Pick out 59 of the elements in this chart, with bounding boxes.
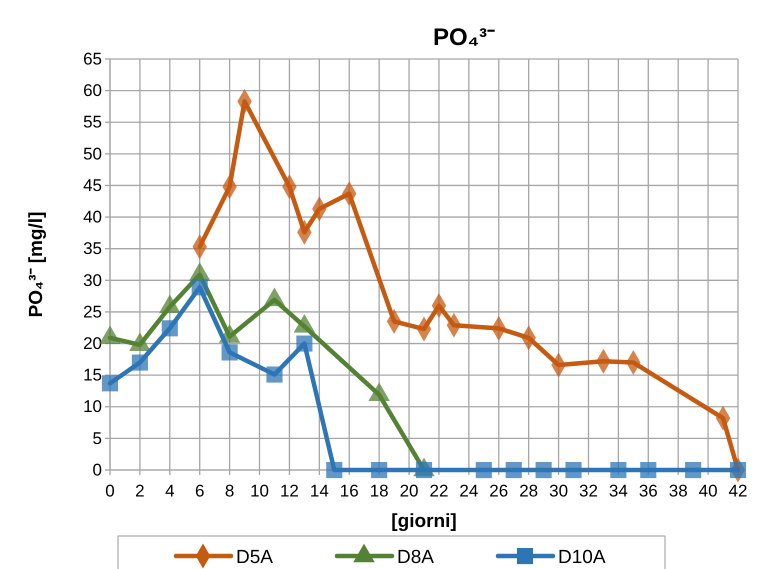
x-tick-label: 4 <box>165 482 175 501</box>
y-tick-label: 35 <box>83 239 102 258</box>
x-tick-label: 28 <box>519 482 538 501</box>
x-tick-label: 34 <box>608 482 628 501</box>
y-tick-label: 60 <box>83 81 102 100</box>
y-tick-label: 5 <box>92 428 102 448</box>
point <box>730 462 746 478</box>
point <box>685 462 702 478</box>
y-tick-label: 10 <box>83 397 102 416</box>
point <box>506 462 522 478</box>
x-tick-label: 2 <box>135 482 145 501</box>
point <box>192 279 208 296</box>
legend-label: D8A <box>397 547 434 568</box>
x-tick-label: 24 <box>459 482 478 501</box>
point <box>476 462 492 478</box>
legend-label: D5A <box>236 547 274 568</box>
x-tick-label: 8 <box>224 482 234 501</box>
point <box>610 462 626 478</box>
x-tick-label: 36 <box>638 482 658 501</box>
y-tick-label: 50 <box>83 144 102 164</box>
x-tick-label: 0 <box>105 482 115 501</box>
x-tick-label: 30 <box>549 482 568 501</box>
x-tick-label: 26 <box>489 482 508 501</box>
point <box>326 462 342 478</box>
legend-label: D10A <box>558 547 606 568</box>
point <box>266 366 283 383</box>
y-tick-label: 30 <box>83 270 102 290</box>
point <box>296 335 312 352</box>
y-tick-label: 25 <box>83 302 102 322</box>
point <box>222 344 238 360</box>
point <box>371 462 388 478</box>
x-tick-label: 42 <box>728 482 748 501</box>
point <box>536 462 552 478</box>
y-axis-title: PO₄³⁻ [mg/l] <box>26 212 47 318</box>
y-tick-label: 55 <box>83 112 102 132</box>
x-tick-label: 6 <box>194 482 204 501</box>
point <box>162 320 178 336</box>
x-tick-label: 10 <box>250 482 269 501</box>
y-tick-label: 0 <box>92 460 102 480</box>
chart-title: PO₄³⁻ <box>432 24 496 51</box>
y-tick-label: 15 <box>83 366 102 385</box>
point <box>102 375 118 392</box>
y-tick-label: 45 <box>83 176 102 195</box>
point <box>565 462 582 478</box>
x-tick-label: 14 <box>310 482 329 501</box>
x-tick-label: 16 <box>340 482 359 501</box>
x-tick-label: 18 <box>370 482 389 501</box>
x-tick-label: 40 <box>698 482 718 501</box>
x-tick-label: 12 <box>280 482 299 501</box>
x-tick-label: 38 <box>668 482 688 501</box>
point <box>132 354 148 371</box>
x-axis-title: [giorni] <box>391 511 457 532</box>
point <box>640 462 656 478</box>
y-tick-label: 65 <box>83 49 102 68</box>
x-tick-label: 22 <box>429 482 448 501</box>
y-tick-label: 20 <box>83 334 102 353</box>
x-tick-label: 20 <box>400 482 419 501</box>
y-tick-label: 40 <box>83 208 102 227</box>
x-tick-label: 32 <box>579 482 598 501</box>
